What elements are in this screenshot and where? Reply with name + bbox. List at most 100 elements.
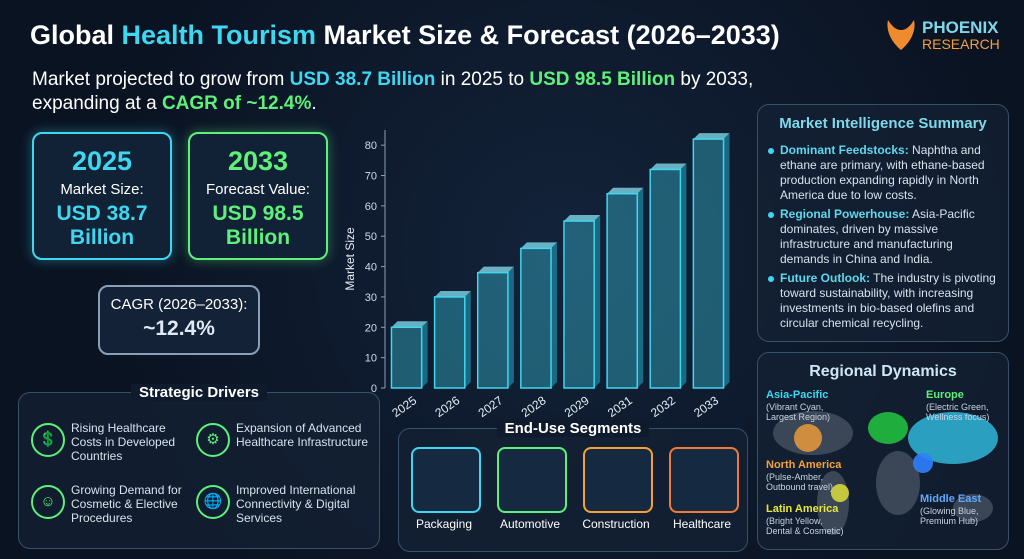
- logo-text: PHOENIX: [922, 18, 999, 37]
- segment-icon-box: [583, 447, 653, 513]
- bullet: [768, 212, 774, 218]
- stat-card: 2033 Forecast Value: USD 98.5 Billion: [188, 132, 328, 260]
- bar-top: [391, 321, 428, 328]
- bar: [692, 138, 725, 389]
- bar-side: [594, 215, 601, 388]
- region-note: (Glowing Blue, Premium Hub): [920, 506, 979, 526]
- bar: [563, 220, 595, 389]
- bar-side: [551, 242, 558, 388]
- subtitle-line: Market projected to grow from USD 38.7 B…: [32, 68, 753, 92]
- region-name: Middle East: [920, 493, 982, 505]
- stat-card: 2025 Market Size: USD 38.7 Billion: [32, 132, 172, 260]
- card-label: Forecast Value:: [206, 181, 310, 198]
- bar-side: [507, 266, 514, 388]
- panel-title: Strategic Drivers: [130, 384, 268, 401]
- subtitle-part: USD 38.7 Billion: [289, 69, 436, 90]
- driver-text: Improved International Connectivity & Di…: [236, 483, 356, 525]
- driver-icon: 🌐: [196, 485, 230, 519]
- summary-panel: Market Intelligence Summary Dominant Fee…: [757, 104, 1009, 342]
- segment-icon-box: [669, 447, 739, 513]
- bar-top: [434, 290, 471, 297]
- y-tick-label: 80: [365, 140, 377, 152]
- cagr-value: ~12.4%: [143, 317, 215, 340]
- card-value: USD 38.7 Billion: [56, 202, 148, 249]
- bar: [520, 247, 552, 389]
- y-tick-label: 0: [371, 383, 377, 395]
- driver-text: Rising Healthcare Costs in Developed Cou…: [71, 421, 176, 463]
- summary-item: Dominant Feedstocks: Naphtha and ethane …: [780, 143, 1000, 203]
- subtitle-part: in 2025 to: [435, 69, 530, 90]
- bar-side: [637, 187, 644, 388]
- panel-title: Regional Dynamics: [809, 363, 957, 380]
- title-part: Global: [30, 20, 122, 50]
- cagr-box: CAGR (2026–2033): ~12.4%: [98, 285, 260, 355]
- region-name: Europe: [926, 389, 964, 401]
- card-year: 2025: [71, 146, 133, 176]
- drivers-panel: Strategic Drivers 💲 Rising Healthcare Cos…: [18, 384, 380, 549]
- title-part: Health Tourism: [121, 20, 317, 50]
- summary-item: Regional Powerhouse: Asia-Pacific domina…: [780, 207, 1000, 267]
- region-note: (Electric Green, Wellness focus): [926, 402, 990, 422]
- summary-head: Future Outlook:: [780, 271, 870, 285]
- segment-label: Construction: [582, 517, 650, 531]
- summary-text: Naphtha and ethane are primary, with eth…: [780, 143, 985, 202]
- x-tick-label: 2032: [648, 393, 678, 420]
- bar-top: [607, 187, 644, 194]
- bar: [390, 326, 423, 389]
- card-year: 2033: [227, 146, 289, 176]
- y-tick-label: 50: [365, 231, 377, 243]
- y-tick-label: 60: [365, 201, 377, 213]
- x-tick-label: 2026: [432, 393, 462, 420]
- title: Global Health Tourism Market Size & Fore…: [30, 20, 780, 51]
- x-tick-label: 2027: [476, 393, 506, 420]
- subtitle: Market projected to grow from USD 38.7 B…: [32, 68, 753, 116]
- y-tick-label: 10: [365, 353, 377, 365]
- driver-text: Growing Demand for Cosmetic & Elective P…: [71, 483, 182, 525]
- summary-head: Dominant Feedstocks:: [780, 143, 909, 157]
- segment-icon-box: [411, 447, 481, 513]
- region-name: North America: [766, 459, 842, 471]
- x-tick-label: 2028: [519, 393, 549, 420]
- subtitle-part: expanding at a: [32, 93, 162, 114]
- bullet: [768, 276, 774, 282]
- y-tick-label: 30: [365, 292, 377, 304]
- subtitle-part: CAGR of ~12.4%: [161, 93, 312, 114]
- summary-item: Future Outlook: The industry is pivoting…: [780, 271, 1000, 331]
- region-name: Asia-Pacific: [766, 389, 829, 401]
- subtitle-line: expanding at a CAGR of ~12.4%.: [32, 92, 753, 116]
- bar-top: [563, 215, 601, 222]
- card-value: USD 98.5 Billion: [212, 202, 304, 249]
- bar-top: [477, 266, 514, 273]
- x-tick-label: 2033: [691, 393, 721, 420]
- x-tick-label: 2031: [605, 393, 635, 420]
- bar-side: [723, 133, 730, 388]
- driver-text: Expansion of Advanced Healthcare Infrast…: [236, 421, 369, 449]
- region-name: Latin America: [766, 503, 839, 515]
- y-tick-label: 20: [365, 322, 377, 334]
- segments-panel: End-Use Segments Packaging Automotive Cons…: [398, 420, 748, 552]
- chart: 0 10 20 30 40 50 60 70 80 Market Size 2025 2026 2027…: [343, 130, 730, 420]
- region-note: (Bright Yellow, Dental & Cosmetic): [766, 516, 844, 536]
- y-axis-label: Market Size: [343, 227, 357, 291]
- bar: [649, 168, 682, 389]
- summary-head: Regional Powerhouse:: [780, 207, 910, 221]
- bar: [476, 271, 509, 389]
- driver-icon: ☺: [31, 485, 65, 519]
- bar: [606, 192, 639, 389]
- region-note: (Pulse-Amber, Outbound travel): [766, 472, 834, 492]
- panel-title: End-Use Segments: [496, 420, 650, 437]
- driver-icon: ⚙: [196, 423, 230, 457]
- x-tick-label: 2025: [389, 393, 419, 420]
- region-note: (Vibrant Cyan, Largest Region): [766, 402, 831, 422]
- driver-icon: 💲: [31, 423, 65, 457]
- title-part: Market Size & Forecast (2026–2033): [316, 20, 780, 50]
- logo-icon: [887, 20, 915, 50]
- bullet: [768, 148, 774, 154]
- summary-text: The industry is pivoting toward sustaina…: [780, 271, 996, 330]
- bar-side: [464, 290, 471, 388]
- segment-label: Healthcare: [672, 517, 732, 531]
- bar-side: [680, 163, 687, 388]
- panel-title: Market Intelligence Summary: [779, 115, 987, 132]
- x-tick-label: 2029: [562, 393, 592, 420]
